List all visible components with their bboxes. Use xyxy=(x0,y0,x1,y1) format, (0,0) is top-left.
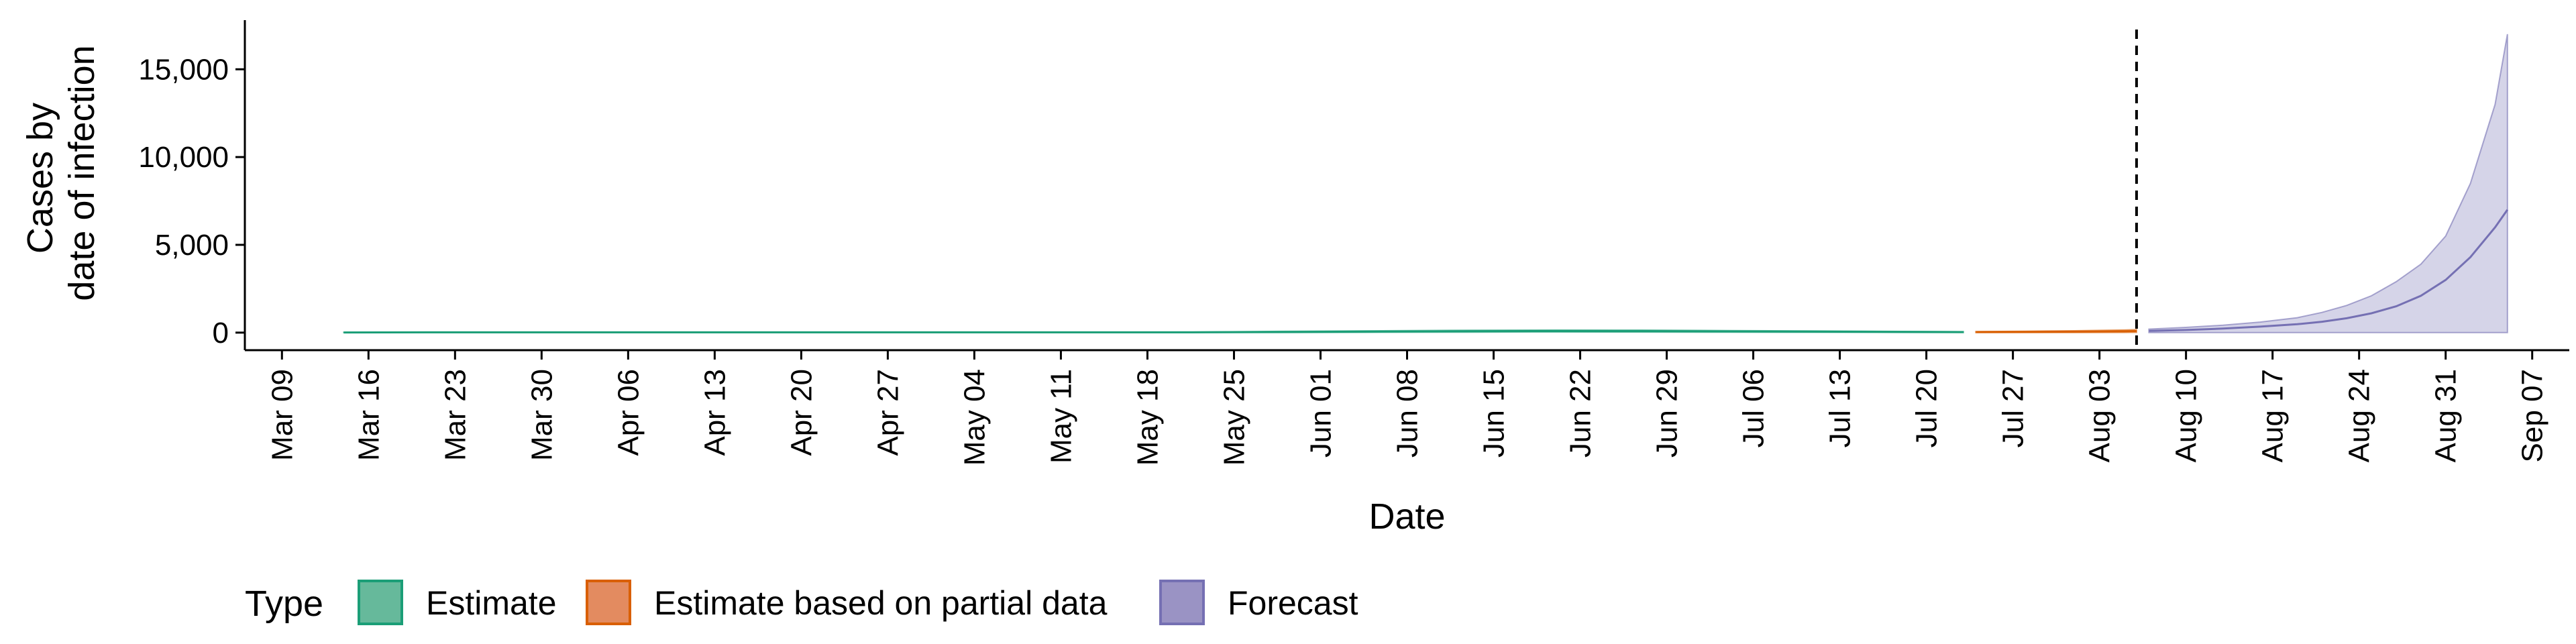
legend-label: Estimate xyxy=(426,584,557,622)
y-tick-label: 15,000 xyxy=(138,53,229,86)
x-tick-label: Apr 20 xyxy=(785,369,818,456)
y-tick-label: 10,000 xyxy=(138,141,229,174)
x-tick-label: Jun 15 xyxy=(1478,369,1511,458)
x-tick-label: Aug 10 xyxy=(2170,369,2203,462)
plot-areas xyxy=(343,34,2508,333)
legend-entries: Estimate Estimate based on partial data Fo… xyxy=(358,580,1358,625)
y-axis-title: Cases by date of infection xyxy=(20,45,102,301)
x-tick-label: Jul 06 xyxy=(1737,369,1770,447)
y-axis-title-line-1: Cases by xyxy=(20,103,60,254)
plot-lines xyxy=(343,209,2509,334)
x-tick-label: Aug 24 xyxy=(2343,369,2376,462)
y-tick-label: 5,000 xyxy=(155,229,229,262)
x-tick-label: Mar 09 xyxy=(266,369,299,461)
legend-swatch xyxy=(586,580,631,625)
x-tick-label: Aug 17 xyxy=(2257,369,2290,462)
x-tick-label: Jun 08 xyxy=(1391,369,1424,458)
x-tick-label: Aug 03 xyxy=(2084,369,2116,462)
series-line xyxy=(1976,330,2137,333)
series-line xyxy=(2149,209,2509,332)
legend: Type Estimate Estimate based on partial d… xyxy=(245,580,1358,625)
x-axis: Mar 09 Mar 16 Mar 23 Mar 30 Apr 06 Apr 13 Apr … xyxy=(266,350,2549,466)
legend-swatch xyxy=(358,580,403,625)
x-tick-label: May 04 xyxy=(958,369,991,466)
x-tick-label: Mar 23 xyxy=(439,369,472,461)
x-tick-label: Sep 07 xyxy=(2516,369,2549,462)
x-tick-label: Jun 22 xyxy=(1564,369,1597,458)
x-tick-label: Jul 20 xyxy=(1911,369,1943,447)
legend-swatch xyxy=(1159,580,1205,625)
x-tick-label: May 11 xyxy=(1044,369,1077,464)
x-tick-label: Aug 31 xyxy=(2430,369,2463,462)
legend-title: Type xyxy=(245,584,323,624)
x-tick-label: Apr 06 xyxy=(612,369,645,456)
series-line xyxy=(343,329,1964,334)
x-tick-label: Apr 13 xyxy=(698,369,731,456)
legend-label: Forecast xyxy=(1228,584,1358,622)
legend-label: Estimate based on partial data xyxy=(654,584,1108,622)
x-tick-label: Jun 01 xyxy=(1304,369,1337,458)
x-tick-label: Jul 13 xyxy=(1824,369,1857,447)
y-axis-title-line-2: date of infection xyxy=(62,45,102,301)
x-tick-label: Mar 16 xyxy=(352,369,385,461)
x-tick-label: May 18 xyxy=(1131,369,1164,466)
x-tick-label: Apr 27 xyxy=(871,369,904,456)
x-tick-label: Jul 27 xyxy=(1997,369,2030,447)
y-tick-label: 0 xyxy=(213,317,229,350)
y-axis: 0 5,000 10,000 15,000 xyxy=(138,53,245,350)
x-axis-title: Date xyxy=(1368,496,1445,537)
x-tick-label: Mar 30 xyxy=(525,369,558,461)
series-ribbon xyxy=(2148,34,2508,333)
x-tick-label: Jun 29 xyxy=(1651,369,1684,458)
x-tick-label: May 25 xyxy=(1218,369,1250,466)
